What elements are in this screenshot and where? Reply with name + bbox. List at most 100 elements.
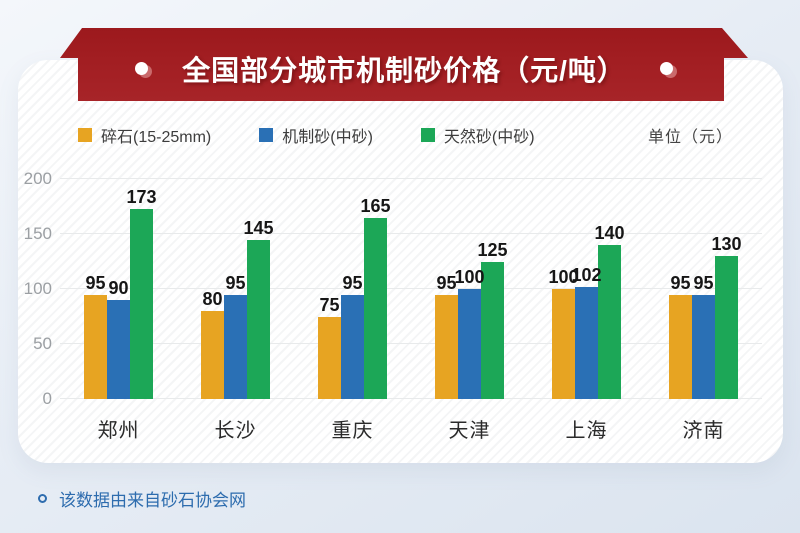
x-axis-label: 郑州 [97,420,140,442]
banner-content: 全国部分城市机制砂价格（元/吨） [58,28,750,101]
bar-value-label: 173 [126,186,157,207]
bar [715,256,738,399]
bar [341,294,364,399]
legend-swatch-green [420,128,435,142]
bar-column: 130 [711,234,742,399]
x-axis-label: 长沙 [214,420,257,442]
bar-column: 90 [107,278,130,399]
bar-trio: 80 95 145 [201,218,274,399]
bar [318,316,341,399]
legend-label: 天然砂(中砂) [443,129,535,146]
bar-value-label: 95 [693,272,714,293]
x-axis-label: 济南 [682,420,725,442]
bar-trio: 95 95 130 [669,234,742,399]
bar-value-label: 100 [548,267,579,287]
bar-value-label: 95 [436,272,457,293]
bar-column: 95 [435,272,458,399]
bar-value-label: 102 [571,264,602,285]
bar-trio: 95 100 125 [435,240,508,399]
legend-swatch-yellow [78,128,92,142]
legend-label: 碎石(15-25mm) [101,129,212,146]
bar [201,311,224,399]
gridline [60,398,762,399]
legend-item-machine-made-sand: 机制砂(中砂) [259,123,373,147]
bar [107,300,130,399]
bar [130,208,153,399]
bar-trio: 95 90 173 [84,187,157,399]
decorative-dot-left [135,62,149,75]
bar-value-label: 75 [319,294,340,315]
bar-group-郑州: 95 90 173 郑州 [60,179,177,442]
bar [692,294,715,399]
title-banner: 全国部分城市机制砂价格（元/吨） [58,28,750,101]
bar-column: 95 [84,272,107,399]
bar-value-label: 165 [360,195,391,216]
bar-column: 140 [594,223,625,399]
legend-label: 机制砂(中砂) [282,129,373,146]
data-source-note: 该数据由来自砂石协会网 [38,486,246,511]
decorative-dot-right [659,62,673,75]
bar-group-重庆: 75 95 165 重庆 [294,179,411,442]
bar-trio: 100 102 140 [548,223,625,399]
bar-group-天津: 95 100 125 天津 [411,179,528,442]
bar [552,289,575,399]
legend-item-crushed-stone: 碎石(15-25mm) [78,123,211,147]
gridline [60,288,762,289]
x-axis-label: 上海 [565,420,608,442]
bar-column: 102 [571,265,602,399]
chart-card: 碎石(15-25mm) 机制砂(中砂) 天然砂(中砂) 单位（元） 0 50 100… [18,60,783,463]
banner-ribbon-shape [60,28,748,101]
bar-column: 95 [341,273,364,399]
bar [575,286,598,399]
bar-column: 100 [548,267,579,399]
gridline [60,343,762,344]
bar [435,294,458,399]
bar-column: 95 [669,272,692,399]
bar-value-label: 140 [594,223,625,243]
bar-column: 75 [318,294,341,399]
bar [84,294,107,399]
bar-group-济南: 95 95 130 济南 [645,179,762,442]
y-axis-tick-label: 50 [33,334,52,353]
bar-column: 145 [243,218,274,399]
bar [364,217,387,399]
bar-column: 173 [126,187,157,399]
bar [598,245,621,399]
y-axis-tick-label: 0 [42,389,52,408]
bar-value-label: 130 [711,234,742,254]
bar [481,261,504,399]
bar-column: 95 [692,272,715,399]
y-axis-tick-label: 100 [23,279,52,298]
x-axis-label: 天津 [448,420,491,442]
unit-label: 单位（元） [647,129,733,146]
legend-item-natural-sand: 天然砂(中砂) [420,123,535,147]
bar-column: 165 [360,196,391,399]
circle-bullet-icon [38,494,47,503]
bar-column: 95 [224,272,247,399]
chart-legend: 碎石(15-25mm) 机制砂(中砂) 天然砂(中砂) 单位（元） [78,123,733,147]
plot-area: 0 50 100 150 200 95 90 173 郑州 80 95 145 长沙 75 95 165 重庆 9… [24,169,762,442]
bar-column: 125 [477,240,508,399]
bar-groups: 95 90 173 郑州 80 95 145 长沙 75 95 165 重庆 95 100 125 天津 100… [60,179,762,442]
bar-group-长沙: 80 95 145 长沙 [177,179,294,442]
bar-value-label: 145 [243,217,274,238]
bar [224,294,247,399]
gridline [60,233,762,234]
bar-group-上海: 100 102 140 上海 [528,179,645,442]
y-axis-tick-label: 150 [23,224,52,243]
bar [669,294,692,399]
bar-value-label: 80 [202,289,223,309]
bar-value-label: 95 [225,272,246,293]
x-axis-label: 重庆 [331,420,374,442]
bar [247,239,270,399]
bar-value-label: 100 [454,267,485,287]
bar-column: 80 [201,289,224,399]
legend-swatch-blue [259,128,274,142]
bar-value-label: 95 [670,272,691,293]
bar-column: 100 [454,267,485,399]
bar-value-label: 95 [85,272,106,293]
bar-value-label: 90 [108,278,129,298]
data-source-text: 该数据由来自砂石协会网 [59,491,246,510]
bar [458,289,481,399]
